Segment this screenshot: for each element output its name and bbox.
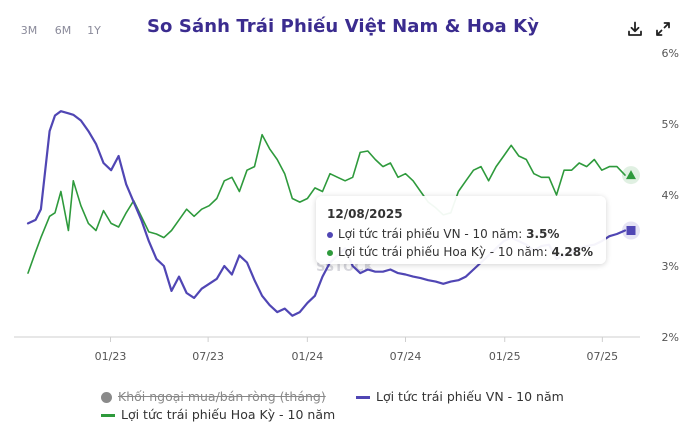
expand-icon: [656, 22, 670, 36]
hover-tooltip: 12/08/2025 Lợi tức trái phiếu VN - 10 nă…: [316, 196, 606, 264]
tooltip-row-vn: Lợi tức trái phiếu VN - 10 năm: 3.5%: [327, 227, 559, 241]
x-tick-label: 07/25: [586, 350, 618, 363]
tooltip-vn-label: Lợi tức trái phiếu VN - 10 năm:: [338, 227, 527, 241]
legend-item-vn[interactable]: Lợi tức trái phiếu VN - 10 năm: [356, 389, 564, 404]
tooltip-date: 12/08/2025: [327, 207, 403, 221]
legend-vn-label: Lợi tức trái phiếu VN - 10 năm: [376, 389, 564, 404]
vn-end-marker: [626, 226, 636, 235]
x-tick-label: 01/23: [95, 350, 127, 363]
y-tick-label: 3%: [662, 260, 679, 273]
series-line-us: [27, 133, 626, 274]
tooltip-us-value: 4.28%: [551, 245, 594, 259]
legend-foreign-swatch: [101, 392, 112, 403]
legend-us-label: Lợi tức trái phiếu Hoa Kỳ - 10 năm: [121, 407, 336, 422]
legend-item-foreign-flow[interactable]: Khối ngoại mua/bán ròng (tháng): [101, 389, 326, 404]
legend-item-us[interactable]: Lợi tức trái phiếu Hoa Kỳ - 10 năm: [101, 407, 335, 422]
expand-button[interactable]: [650, 16, 676, 42]
tooltip-us-label: Lợi tức trái phiếu Hoa Kỳ - 10 năm:: [338, 245, 552, 259]
download-icon: [628, 21, 642, 36]
x-tick-label: 07/24: [390, 350, 422, 363]
us-end-marker: [626, 170, 636, 180]
y-tick-label: 6%: [662, 47, 679, 60]
legend-us-swatch: [101, 414, 115, 417]
range-6m-button[interactable]: 6M: [54, 24, 72, 37]
chart-title: So Sánh Trái Phiếu Việt Nam & Hoa Kỳ: [146, 16, 539, 37]
y-tick-label: 5%: [662, 118, 679, 131]
download-button[interactable]: [622, 16, 648, 42]
tooltip-row-us: Lợi tức trái phiếu Hoa Kỳ - 10 năm: 4.28…: [327, 245, 593, 259]
range-1y-button[interactable]: 1Y: [87, 24, 101, 37]
y-tick-label: 4%: [662, 189, 679, 202]
tooltip-us-dot: [327, 249, 333, 256]
range-3m-button[interactable]: 3M: [20, 24, 38, 37]
y-tick-label: 2%: [662, 331, 679, 344]
tooltip-vn-dot: [327, 231, 333, 238]
legend-foreign-label: Khối ngoại mua/bán ròng (tháng): [118, 389, 326, 404]
legend-vn-swatch: [356, 396, 370, 399]
x-tick-label: 07/23: [192, 350, 224, 363]
tooltip-vn-value: 3.5%: [526, 227, 560, 241]
x-tick-label: 01/24: [292, 350, 324, 363]
x-tick-label: 01/25: [489, 350, 521, 363]
